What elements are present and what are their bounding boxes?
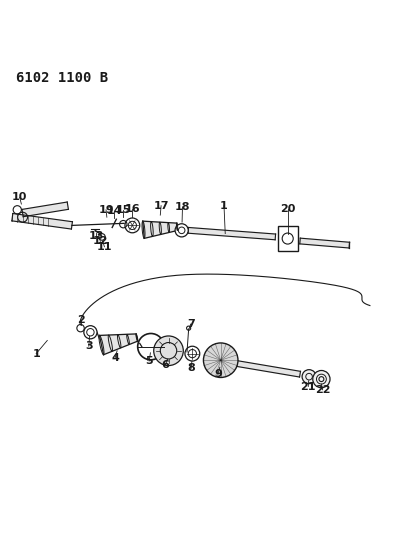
Circle shape (302, 370, 316, 384)
Text: 10: 10 (12, 192, 28, 203)
Text: 18: 18 (175, 202, 190, 212)
Text: 16: 16 (125, 204, 140, 214)
Circle shape (125, 218, 140, 233)
Polygon shape (188, 228, 276, 240)
Text: 12: 12 (92, 237, 108, 246)
Text: 13: 13 (88, 231, 104, 241)
Text: 1: 1 (220, 200, 228, 211)
Text: 11: 11 (97, 242, 112, 252)
Text: 7: 7 (187, 319, 194, 329)
Text: 4: 4 (111, 353, 119, 363)
Polygon shape (22, 202, 68, 217)
Text: 19: 19 (98, 205, 114, 215)
Circle shape (313, 370, 330, 387)
Text: 8: 8 (187, 364, 195, 374)
Polygon shape (99, 334, 138, 354)
Text: 9: 9 (214, 369, 222, 379)
Text: 6102 1100 B: 6102 1100 B (16, 71, 109, 85)
Text: 1: 1 (32, 349, 40, 359)
Text: 21: 21 (300, 382, 316, 392)
Circle shape (203, 343, 238, 377)
Polygon shape (143, 221, 178, 238)
Circle shape (175, 224, 188, 237)
Text: 6: 6 (161, 360, 169, 370)
Text: 20: 20 (280, 204, 296, 214)
Polygon shape (12, 214, 72, 229)
Circle shape (154, 336, 183, 366)
Text: 17: 17 (153, 200, 169, 211)
Circle shape (185, 346, 200, 361)
Bar (278, 226, 298, 251)
Text: 15: 15 (115, 205, 131, 215)
Text: 3: 3 (85, 341, 92, 351)
Text: 5: 5 (145, 356, 153, 366)
Polygon shape (300, 238, 350, 248)
Text: 2: 2 (77, 315, 84, 325)
Polygon shape (234, 360, 300, 377)
Text: 14: 14 (106, 206, 122, 216)
Text: 22: 22 (315, 385, 330, 395)
Circle shape (84, 326, 97, 339)
